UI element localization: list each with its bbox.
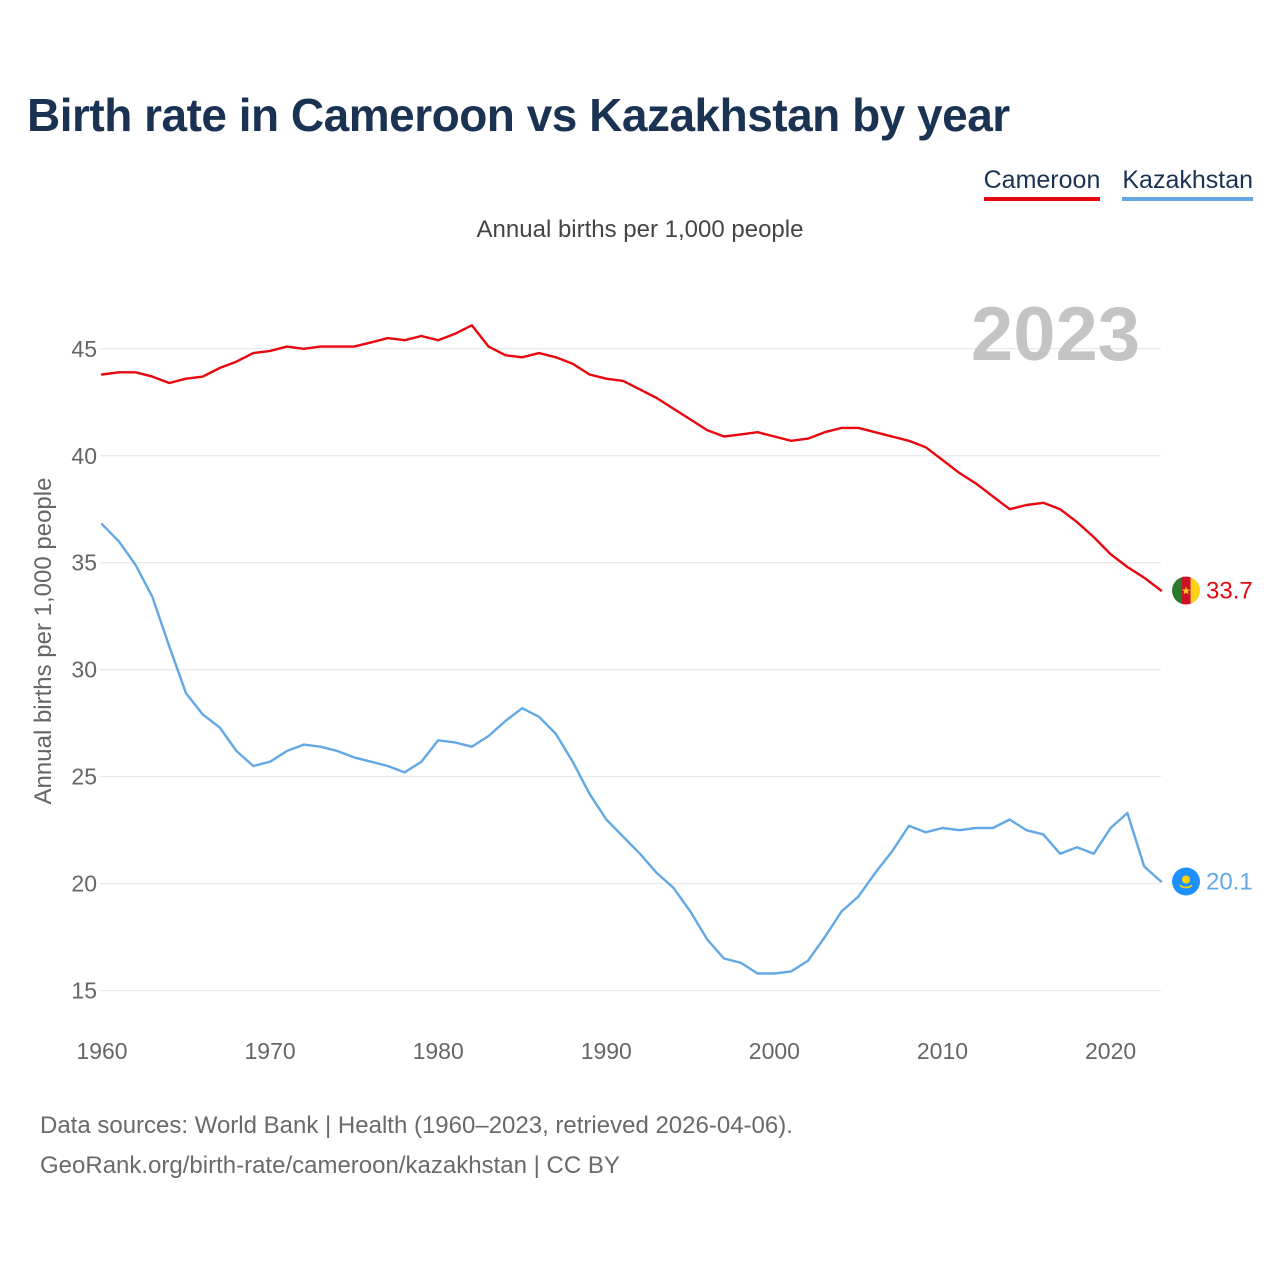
legend: Cameroon Kazakhstan [983, 166, 1253, 201]
legend-item-kazakhstan[interactable]: Kazakhstan [1122, 166, 1253, 201]
chart-subtitle: Annual births per 1,000 people [476, 216, 804, 243]
y-tick-label: 15 [71, 978, 97, 1004]
y-tick-label: 35 [71, 550, 97, 576]
y-tick-labels: 15 20 25 30 35 40 45 [71, 336, 97, 1004]
y-tick-label: 30 [71, 657, 97, 683]
footer-link[interactable]: GeoRank.org/birth-rate/cameroon/kazakhst… [40, 1152, 620, 1179]
x-tick-label: 2020 [1085, 1038, 1136, 1064]
end-value-label-cameroon: 33.7 [1206, 578, 1253, 605]
svg-text:★: ★ [1181, 585, 1191, 598]
end-markers: ★ 33.7 20.1 [1172, 576, 1253, 896]
x-tick-label: 1980 [413, 1038, 464, 1064]
x-tick-label: 2010 [917, 1038, 968, 1064]
x-tick-label: 1990 [581, 1038, 632, 1064]
y-axis-label: Annual births per 1,000 people [30, 478, 57, 805]
x-tick-labels: 1960 1970 1980 1990 2000 2010 2020 [76, 1038, 1136, 1064]
x-tick-label: 2000 [749, 1038, 800, 1064]
x-tick-label: 1970 [245, 1038, 296, 1064]
grid-lines [100, 348, 1161, 992]
y-tick-label: 25 [71, 764, 97, 790]
footer-sources: Data sources: World Bank | Health (1960–… [40, 1112, 793, 1139]
y-tick-label: 20 [71, 871, 97, 897]
flag-icon-kazakhstan [1172, 867, 1200, 896]
year-label: 2023 [971, 292, 1140, 377]
footer: Data sources: World Bank | Health (1960–… [40, 1106, 793, 1186]
end-value-label-kazakhstan: 20.1 [1206, 868, 1253, 895]
series-line-kazakhstan[interactable] [100, 523, 1163, 975]
y-tick-label: 40 [71, 443, 97, 469]
legend-item-cameroon[interactable]: Cameroon [983, 166, 1101, 201]
series-lines [100, 324, 1163, 975]
x-tick-label: 1960 [76, 1038, 127, 1064]
chart-title: Birth rate in Cameroon vs Kazakhstan by … [27, 89, 1010, 141]
flag-icon-cameroon: ★ [1172, 576, 1200, 605]
y-tick-label: 45 [71, 336, 97, 362]
series-line-cameroon[interactable] [100, 324, 1163, 592]
